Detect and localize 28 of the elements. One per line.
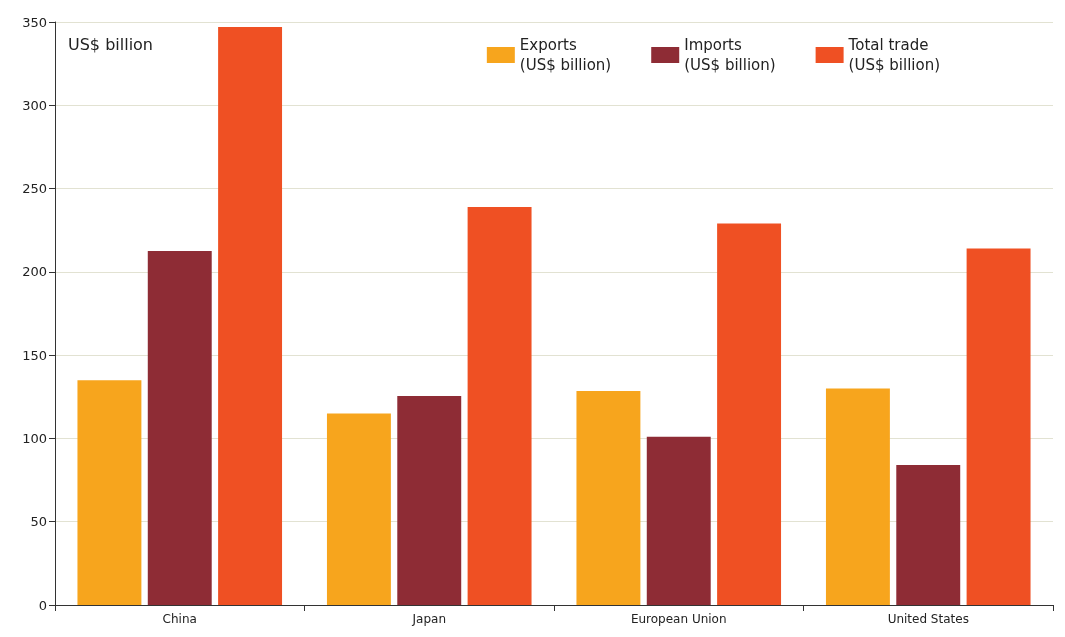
bar	[397, 395, 462, 605]
bar	[218, 27, 283, 605]
x-tick-label: China	[162, 612, 197, 626]
bar	[326, 413, 391, 605]
legend-label: Imports (US$ billion)	[684, 36, 776, 74]
y-tick-label: 0	[38, 597, 47, 613]
bar	[717, 223, 782, 605]
x-tick-label: European Union	[630, 612, 727, 626]
y-tick-label: 350	[22, 14, 47, 30]
y-tick-label: 250	[22, 181, 47, 197]
bar	[825, 388, 890, 605]
bar	[77, 380, 142, 605]
bar	[896, 465, 961, 605]
bar	[576, 390, 641, 605]
bar	[147, 251, 212, 605]
bar	[966, 248, 1031, 605]
y-tick-label: 150	[22, 347, 47, 363]
x-tick-label: Japan	[411, 612, 446, 626]
bar	[646, 436, 711, 605]
y-axis-title: US$ billion	[68, 34, 153, 54]
bar	[467, 206, 532, 605]
y-tick-label: 100	[22, 430, 47, 446]
y-tick-label: 200	[22, 264, 47, 280]
legend-label: Total trade (US$ billion)	[847, 36, 941, 74]
y-tick-label: 300	[22, 97, 47, 113]
x-tick-label: United States	[887, 612, 969, 626]
legend-label: Exports (US$ billion)	[519, 36, 612, 74]
y-tick-label: 50	[30, 514, 47, 530]
